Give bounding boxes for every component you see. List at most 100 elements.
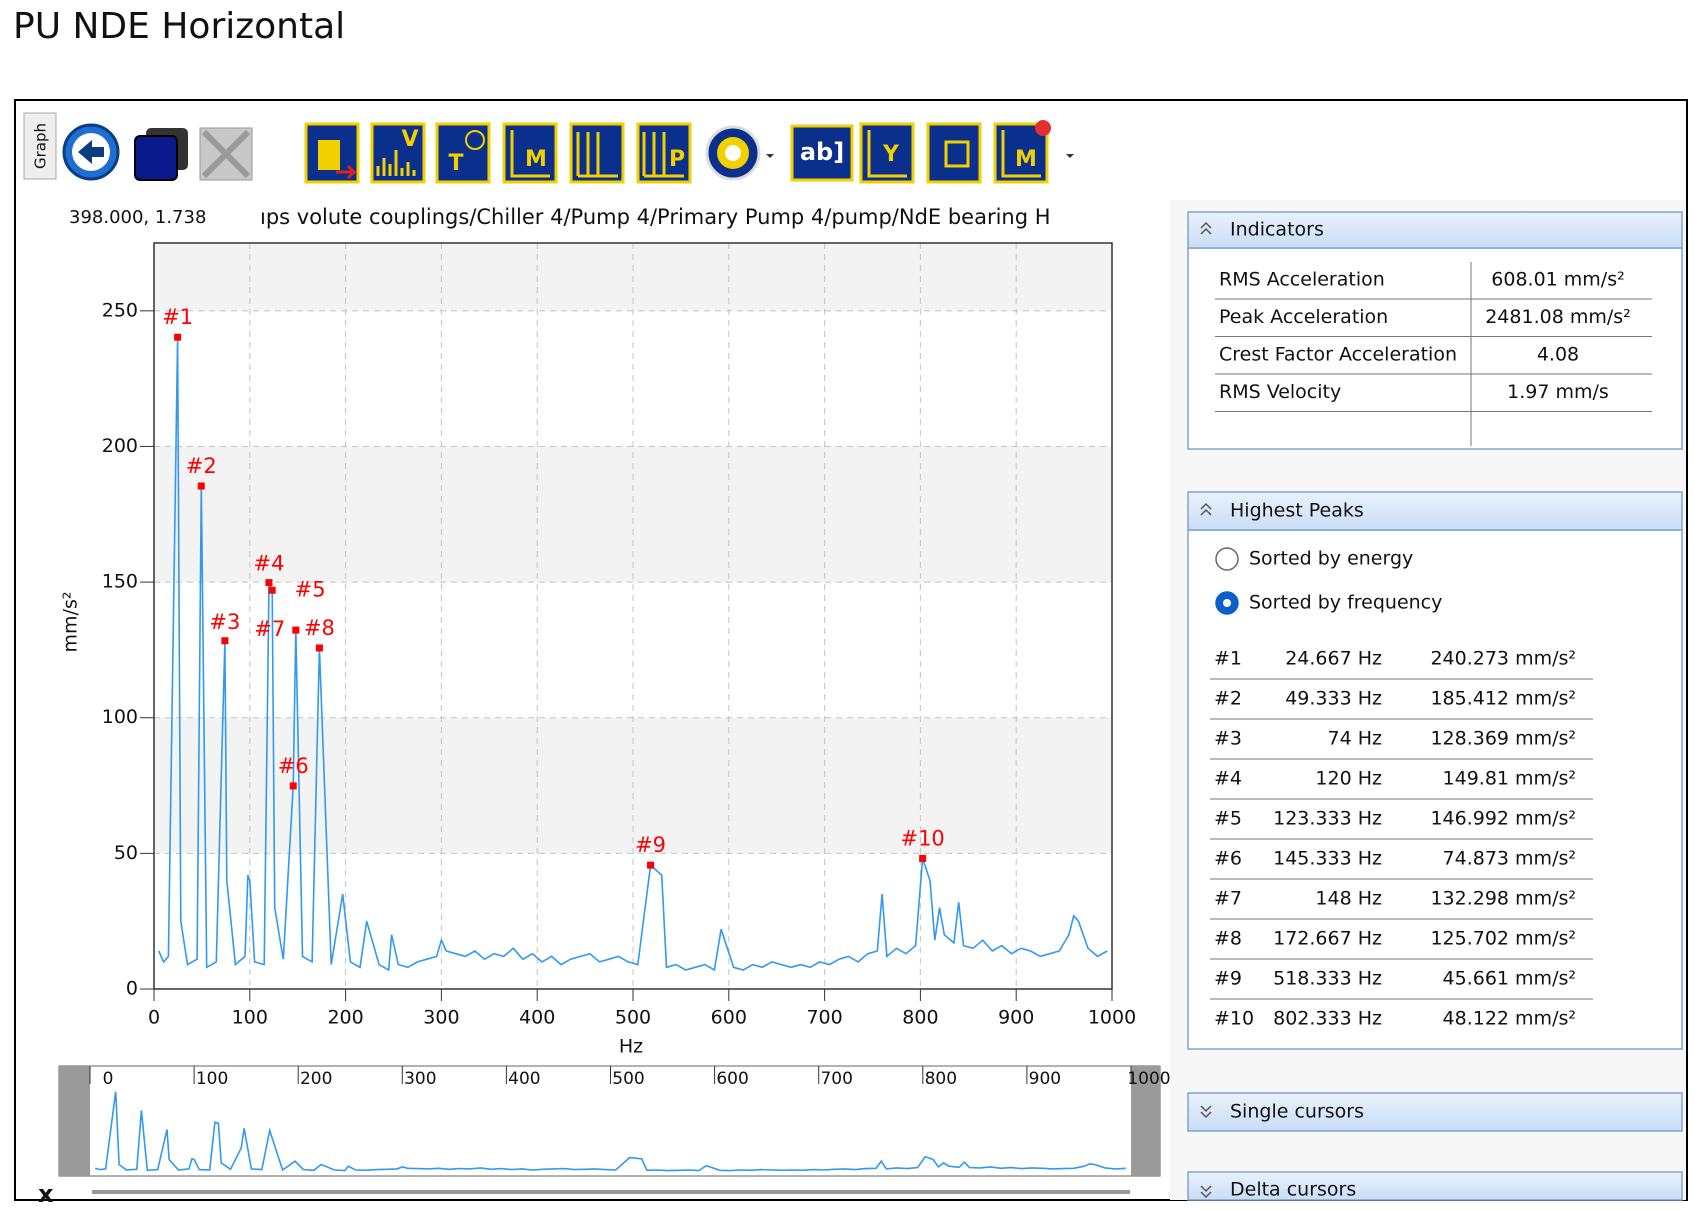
x-tick-label: 700 xyxy=(806,1007,842,1029)
y-tick-label: 100 xyxy=(102,706,138,728)
overview-tick-label: 0 xyxy=(103,1069,114,1089)
icon-label: T xyxy=(448,151,463,176)
x-tick-label: 900 xyxy=(998,1007,1034,1029)
plot-border xyxy=(153,242,1113,990)
peak-amplitude: 48.122 mm/s² xyxy=(1443,1008,1576,1030)
icon-label: M xyxy=(525,147,547,172)
indicator-value: 4.08 xyxy=(1537,344,1579,366)
overview[interactable] xyxy=(58,1065,1161,1177)
peak-label: #6 xyxy=(278,754,309,778)
peaks-title: Highest Peaks xyxy=(1230,500,1364,522)
peak-amplitude: 132.298 mm/s² xyxy=(1430,888,1576,910)
indicator-name: Crest Factor Acceleration xyxy=(1219,344,1457,366)
indicator-value: 608.01 mm/s² xyxy=(1491,269,1624,291)
x-tick-label: 200 xyxy=(327,1007,363,1029)
peak-rank: #1 xyxy=(1214,648,1242,670)
peak-marker xyxy=(221,637,229,645)
indicators-header[interactable] xyxy=(1187,211,1683,249)
icon-label: P xyxy=(669,147,685,172)
peak-label: #7 xyxy=(254,617,285,641)
toolbar-icons[interactable]: V T M P ab] Y M xyxy=(304,120,1074,184)
peak-label: #5 xyxy=(295,577,326,601)
x-tick-label: 300 xyxy=(423,1007,459,1029)
graph-tab[interactable] xyxy=(23,112,57,180)
measurement-path: ıps volute couplings/Chiller 4/Pump 4/Pr… xyxy=(260,205,1051,229)
peak-marker xyxy=(315,644,323,652)
section-header[interactable] xyxy=(1187,1092,1683,1132)
peak-label: #9 xyxy=(635,833,666,857)
radio-button[interactable] xyxy=(1215,547,1239,571)
peak-label: #10 xyxy=(900,826,944,850)
peak-frequency: 123.333 Hz xyxy=(1273,808,1382,830)
y-tick-label: 200 xyxy=(102,435,138,457)
peak-rank: #8 xyxy=(1214,928,1242,950)
section-header[interactable] xyxy=(1187,1171,1683,1201)
icon-label: ab] xyxy=(800,138,844,166)
overview-handle[interactable] xyxy=(1131,1066,1160,1176)
radio-label: Sorted by frequency xyxy=(1249,592,1442,614)
y-axis-label: mm/s² xyxy=(60,592,82,653)
y-tick-label: 250 xyxy=(102,299,138,321)
peak-amplitude: 149.81 mm/s² xyxy=(1443,768,1576,790)
peak-marker xyxy=(174,333,182,341)
peak-frequency: 518.333 Hz xyxy=(1273,968,1382,990)
overview-tick-label: 200 xyxy=(300,1069,332,1089)
expand-icon xyxy=(1200,1185,1212,1199)
peak-marker xyxy=(289,782,297,790)
overview-tick-label: 1000 xyxy=(1127,1069,1170,1089)
overview-tick-label: 800 xyxy=(925,1069,957,1089)
peak-frequency: 74 Hz xyxy=(1328,728,1383,750)
peak-frequency: 49.333 Hz xyxy=(1285,688,1382,710)
overview-tick-label: 600 xyxy=(716,1069,748,1089)
section-title: Single cursors xyxy=(1230,1101,1364,1123)
x-tick-label: 100 xyxy=(232,1007,268,1029)
x-tick-label: 600 xyxy=(711,1007,747,1029)
peak-amplitude: 45.661 mm/s² xyxy=(1443,968,1576,990)
peak-amplitude: 240.273 mm/s² xyxy=(1430,648,1576,670)
collapse-icon xyxy=(1200,221,1212,235)
peak-marker xyxy=(265,579,273,587)
peak-frequency: 802.333 Hz xyxy=(1273,1008,1382,1030)
icon-label: M xyxy=(1015,147,1037,172)
peak-rank: #7 xyxy=(1214,888,1242,910)
peak-marker xyxy=(919,854,927,862)
peaks-box xyxy=(1187,529,1683,1050)
back-button[interactable] xyxy=(62,123,120,181)
indicator-value: 1.97 mm/s xyxy=(1507,381,1609,403)
page-title: PU NDE Horizontal xyxy=(13,6,345,47)
peak-rank: #10 xyxy=(1214,1008,1254,1030)
peak-marker xyxy=(268,586,276,594)
cursor-readout: 398.000, 1.738 xyxy=(69,207,206,228)
indicator-value: 2481.08 mm/s² xyxy=(1485,306,1631,328)
radio-label: Sorted by energy xyxy=(1249,548,1413,570)
indicators-box xyxy=(1187,247,1683,450)
grid-band xyxy=(154,446,1112,583)
x-tick-label: 0 xyxy=(148,1007,160,1029)
peak-rank: #9 xyxy=(1214,968,1242,990)
y-tick-label: 0 xyxy=(126,978,138,1000)
peak-rank: #4 xyxy=(1214,768,1242,790)
window-button[interactable] xyxy=(134,128,188,181)
peak-frequency: 172.667 Hz xyxy=(1273,928,1382,950)
close-button[interactable]: x xyxy=(38,1180,54,1208)
overview-tick-label: 900 xyxy=(1029,1069,1061,1089)
peaks-header[interactable] xyxy=(1187,491,1683,531)
collapse-icon xyxy=(1200,502,1212,516)
overview-line xyxy=(95,1091,1126,1172)
peak-amplitude: 146.992 mm/s² xyxy=(1430,808,1576,830)
y-tick-label: 150 xyxy=(102,571,138,593)
peak-marker xyxy=(647,861,655,869)
overview-tick-label: 700 xyxy=(820,1069,852,1089)
peak-amplitude: 125.702 mm/s² xyxy=(1430,928,1576,950)
y-tick-label: 50 xyxy=(114,842,138,864)
peak-label: #8 xyxy=(304,616,335,640)
overview-tick-label: 300 xyxy=(404,1069,436,1089)
section-title: Delta cursors xyxy=(1230,1179,1356,1201)
peak-rank: #5 xyxy=(1214,808,1242,830)
x-axis-label: Hz xyxy=(619,1036,643,1058)
peak-frequency: 145.333 Hz xyxy=(1273,848,1382,870)
peak-label: #3 xyxy=(209,610,240,634)
overview-handle[interactable] xyxy=(59,1066,90,1176)
overview-tick-label: 500 xyxy=(612,1069,644,1089)
